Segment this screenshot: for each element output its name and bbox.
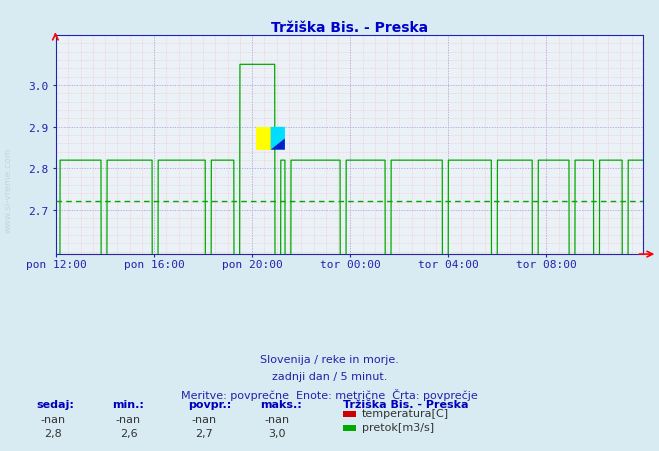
Text: -nan: -nan [264, 414, 289, 424]
Text: -nan: -nan [40, 414, 65, 424]
Text: 2,8: 2,8 [44, 428, 61, 438]
Text: Slovenija / reke in morje.: Slovenija / reke in morje. [260, 354, 399, 364]
Text: -nan: -nan [192, 414, 217, 424]
Text: Meritve: povprečne  Enote: metrične  Črta: povprečje: Meritve: povprečne Enote: metrične Črta:… [181, 388, 478, 400]
Text: 2,7: 2,7 [196, 428, 213, 438]
Text: zadnji dan / 5 minut.: zadnji dan / 5 minut. [272, 371, 387, 381]
Text: maks.:: maks.: [260, 399, 302, 409]
Text: www.si-vreme.com: www.si-vreme.com [4, 147, 13, 232]
Polygon shape [256, 128, 271, 150]
Polygon shape [256, 139, 285, 150]
Text: temperatura[C]: temperatura[C] [362, 408, 449, 418]
Text: Tržiška Bis. - Preska: Tržiška Bis. - Preska [343, 399, 468, 409]
Text: 3,0: 3,0 [268, 428, 285, 438]
Text: sedaj:: sedaj: [36, 399, 74, 409]
Text: -nan: -nan [116, 414, 141, 424]
Title: Tržiška Bis. - Preska: Tržiška Bis. - Preska [271, 21, 428, 35]
Text: 2,6: 2,6 [120, 428, 137, 438]
Text: pretok[m3/s]: pretok[m3/s] [362, 423, 434, 433]
Text: povpr.:: povpr.: [188, 399, 231, 409]
Polygon shape [271, 128, 285, 150]
Text: min.:: min.: [112, 399, 144, 409]
